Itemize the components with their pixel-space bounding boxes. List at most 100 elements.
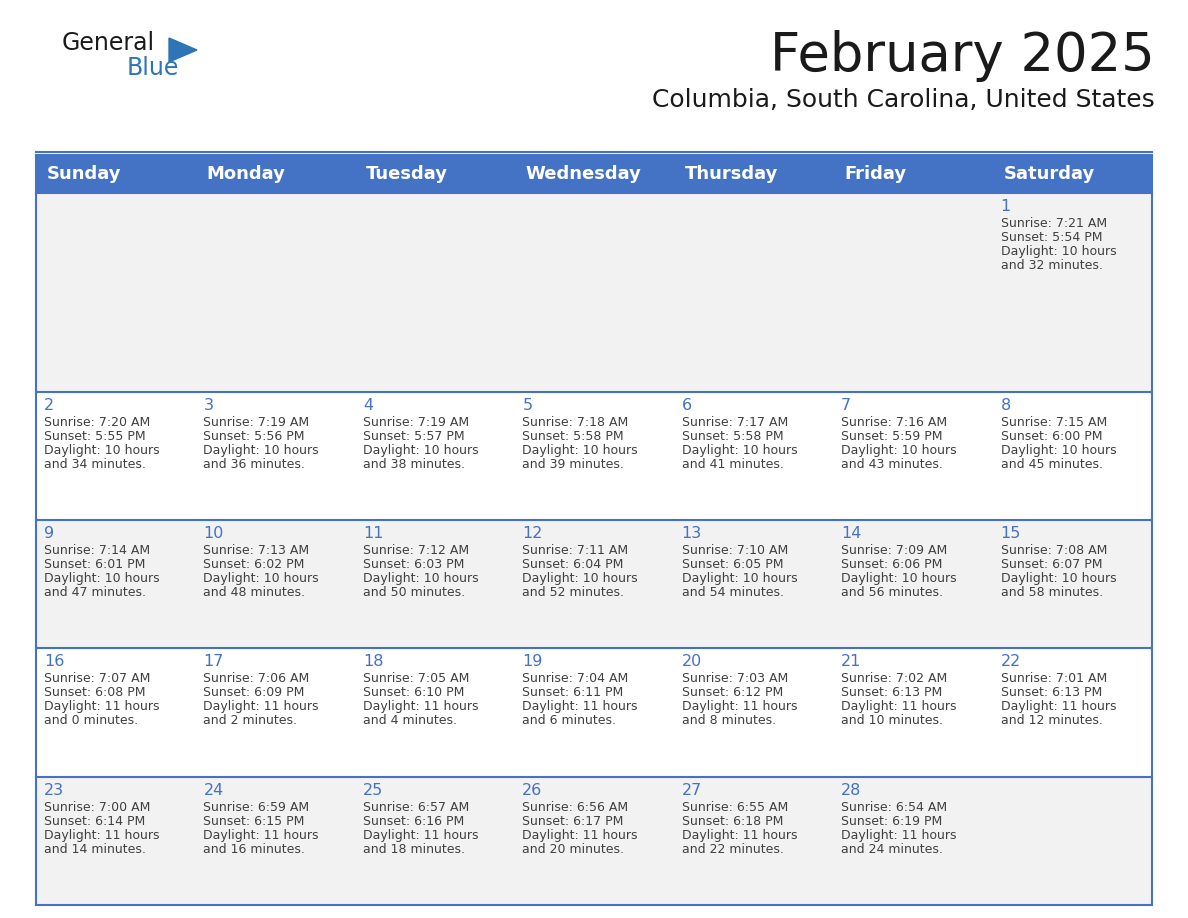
Text: Sunset: 6:11 PM: Sunset: 6:11 PM [523,687,624,700]
Text: Sunset: 5:55 PM: Sunset: 5:55 PM [44,430,146,442]
Text: 6: 6 [682,397,691,413]
Bar [196,777,355,905]
Text: Sunrise: 7:19 AM: Sunrise: 7:19 AM [362,416,469,429]
Text: Sunrise: 7:14 AM: Sunrise: 7:14 AM [44,544,150,557]
Text: and 41 minutes.: and 41 minutes. [682,458,784,471]
Text: and 32 minutes.: and 32 minutes. [1000,259,1102,272]
Bar [355,777,514,905]
Bar [514,193,674,392]
Text: Daylight: 11 hours: Daylight: 11 hours [523,700,638,713]
Text: Sunrise: 7:09 AM: Sunrise: 7:09 AM [841,544,947,557]
Text: Daylight: 10 hours: Daylight: 10 hours [841,443,956,457]
Text: Daylight: 11 hours: Daylight: 11 hours [841,829,956,842]
Bar [196,193,355,392]
Text: and 6 minutes.: and 6 minutes. [523,714,617,727]
Text: Daylight: 11 hours: Daylight: 11 hours [523,829,638,842]
Text: and 50 minutes.: and 50 minutes. [362,586,465,599]
Text: Sunrise: 7:04 AM: Sunrise: 7:04 AM [523,672,628,686]
Text: Sunset: 6:08 PM: Sunset: 6:08 PM [44,687,145,700]
Text: Sunset: 6:00 PM: Sunset: 6:00 PM [1000,430,1102,442]
Text: 28: 28 [841,783,861,798]
Text: and 18 minutes.: and 18 minutes. [362,843,465,856]
Text: Sunset: 6:16 PM: Sunset: 6:16 PM [362,814,465,828]
Bar [674,193,833,392]
Text: Sunset: 6:12 PM: Sunset: 6:12 PM [682,687,783,700]
Text: and 16 minutes.: and 16 minutes. [203,843,305,856]
Text: Sunrise: 7:02 AM: Sunrise: 7:02 AM [841,672,947,686]
Bar [992,777,1152,905]
Text: and 36 minutes.: and 36 minutes. [203,458,305,471]
Text: Saturday: Saturday [1004,165,1095,183]
Text: and 22 minutes.: and 22 minutes. [682,843,784,856]
Text: 20: 20 [682,655,702,669]
Text: Sunset: 6:06 PM: Sunset: 6:06 PM [841,558,942,571]
Bar [36,521,196,648]
Text: 27: 27 [682,783,702,798]
Text: Daylight: 11 hours: Daylight: 11 hours [1000,700,1116,713]
Bar [514,777,674,905]
Text: Sunrise: 6:54 AM: Sunrise: 6:54 AM [841,800,947,813]
Text: 22: 22 [1000,655,1020,669]
Text: Sunset: 5:58 PM: Sunset: 5:58 PM [523,430,624,442]
Text: Sunrise: 7:20 AM: Sunrise: 7:20 AM [44,416,150,429]
Text: 9: 9 [44,526,55,541]
Text: 8: 8 [1000,397,1011,413]
Text: Daylight: 10 hours: Daylight: 10 hours [1000,245,1117,258]
Text: Sunset: 6:07 PM: Sunset: 6:07 PM [1000,558,1102,571]
Text: 4: 4 [362,397,373,413]
Text: Wednesday: Wednesday [525,165,642,183]
Text: Sunrise: 7:18 AM: Sunrise: 7:18 AM [523,416,628,429]
Text: Daylight: 10 hours: Daylight: 10 hours [203,443,320,457]
Text: Sunset: 6:01 PM: Sunset: 6:01 PM [44,558,145,571]
Bar [833,521,992,648]
Text: Sunset: 6:19 PM: Sunset: 6:19 PM [841,814,942,828]
Text: Sunset: 6:14 PM: Sunset: 6:14 PM [44,814,145,828]
Text: and 2 minutes.: and 2 minutes. [203,714,297,727]
Text: Sunset: 5:58 PM: Sunset: 5:58 PM [682,430,783,442]
Text: Sunset: 6:09 PM: Sunset: 6:09 PM [203,687,305,700]
Bar [674,648,833,777]
Text: and 20 minutes.: and 20 minutes. [523,843,624,856]
Text: Daylight: 11 hours: Daylight: 11 hours [841,700,956,713]
Text: and 24 minutes.: and 24 minutes. [841,843,943,856]
Bar [833,193,992,392]
Text: and 54 minutes.: and 54 minutes. [682,586,784,599]
Text: Sunrise: 7:06 AM: Sunrise: 7:06 AM [203,672,310,686]
Text: Sunset: 6:10 PM: Sunset: 6:10 PM [362,687,465,700]
Text: 23: 23 [44,783,64,798]
Text: Daylight: 11 hours: Daylight: 11 hours [44,700,159,713]
Bar [355,521,514,648]
Text: Sunset: 6:17 PM: Sunset: 6:17 PM [523,814,624,828]
Bar [36,193,196,392]
Text: 1: 1 [1000,199,1011,214]
Text: Sunset: 5:57 PM: Sunset: 5:57 PM [362,430,465,442]
Text: Sunrise: 6:57 AM: Sunrise: 6:57 AM [362,800,469,813]
Text: 16: 16 [44,655,64,669]
Text: Monday: Monday [207,165,285,183]
Text: 19: 19 [523,655,543,669]
Text: Daylight: 11 hours: Daylight: 11 hours [682,700,797,713]
Text: Daylight: 11 hours: Daylight: 11 hours [362,829,479,842]
Text: Sunset: 6:05 PM: Sunset: 6:05 PM [682,558,783,571]
Text: Sunset: 6:13 PM: Sunset: 6:13 PM [841,687,942,700]
Text: and 0 minutes.: and 0 minutes. [44,714,138,727]
Bar [674,777,833,905]
Text: Sunrise: 7:11 AM: Sunrise: 7:11 AM [523,544,628,557]
Bar [833,392,992,521]
Bar [36,392,196,521]
Text: 7: 7 [841,397,852,413]
Text: Sunrise: 7:19 AM: Sunrise: 7:19 AM [203,416,310,429]
Text: Sunrise: 7:17 AM: Sunrise: 7:17 AM [682,416,788,429]
Bar [355,193,514,392]
Text: 10: 10 [203,526,223,541]
Text: Sunrise: 6:59 AM: Sunrise: 6:59 AM [203,800,310,813]
Text: Sunrise: 7:15 AM: Sunrise: 7:15 AM [1000,416,1107,429]
Text: Blue: Blue [127,56,179,80]
Text: Sunset: 6:03 PM: Sunset: 6:03 PM [362,558,465,571]
Bar [196,521,355,648]
Bar [674,392,833,521]
Bar [833,777,992,905]
Text: and 10 minutes.: and 10 minutes. [841,714,943,727]
Bar [514,392,674,521]
Text: Sunrise: 7:10 AM: Sunrise: 7:10 AM [682,544,788,557]
